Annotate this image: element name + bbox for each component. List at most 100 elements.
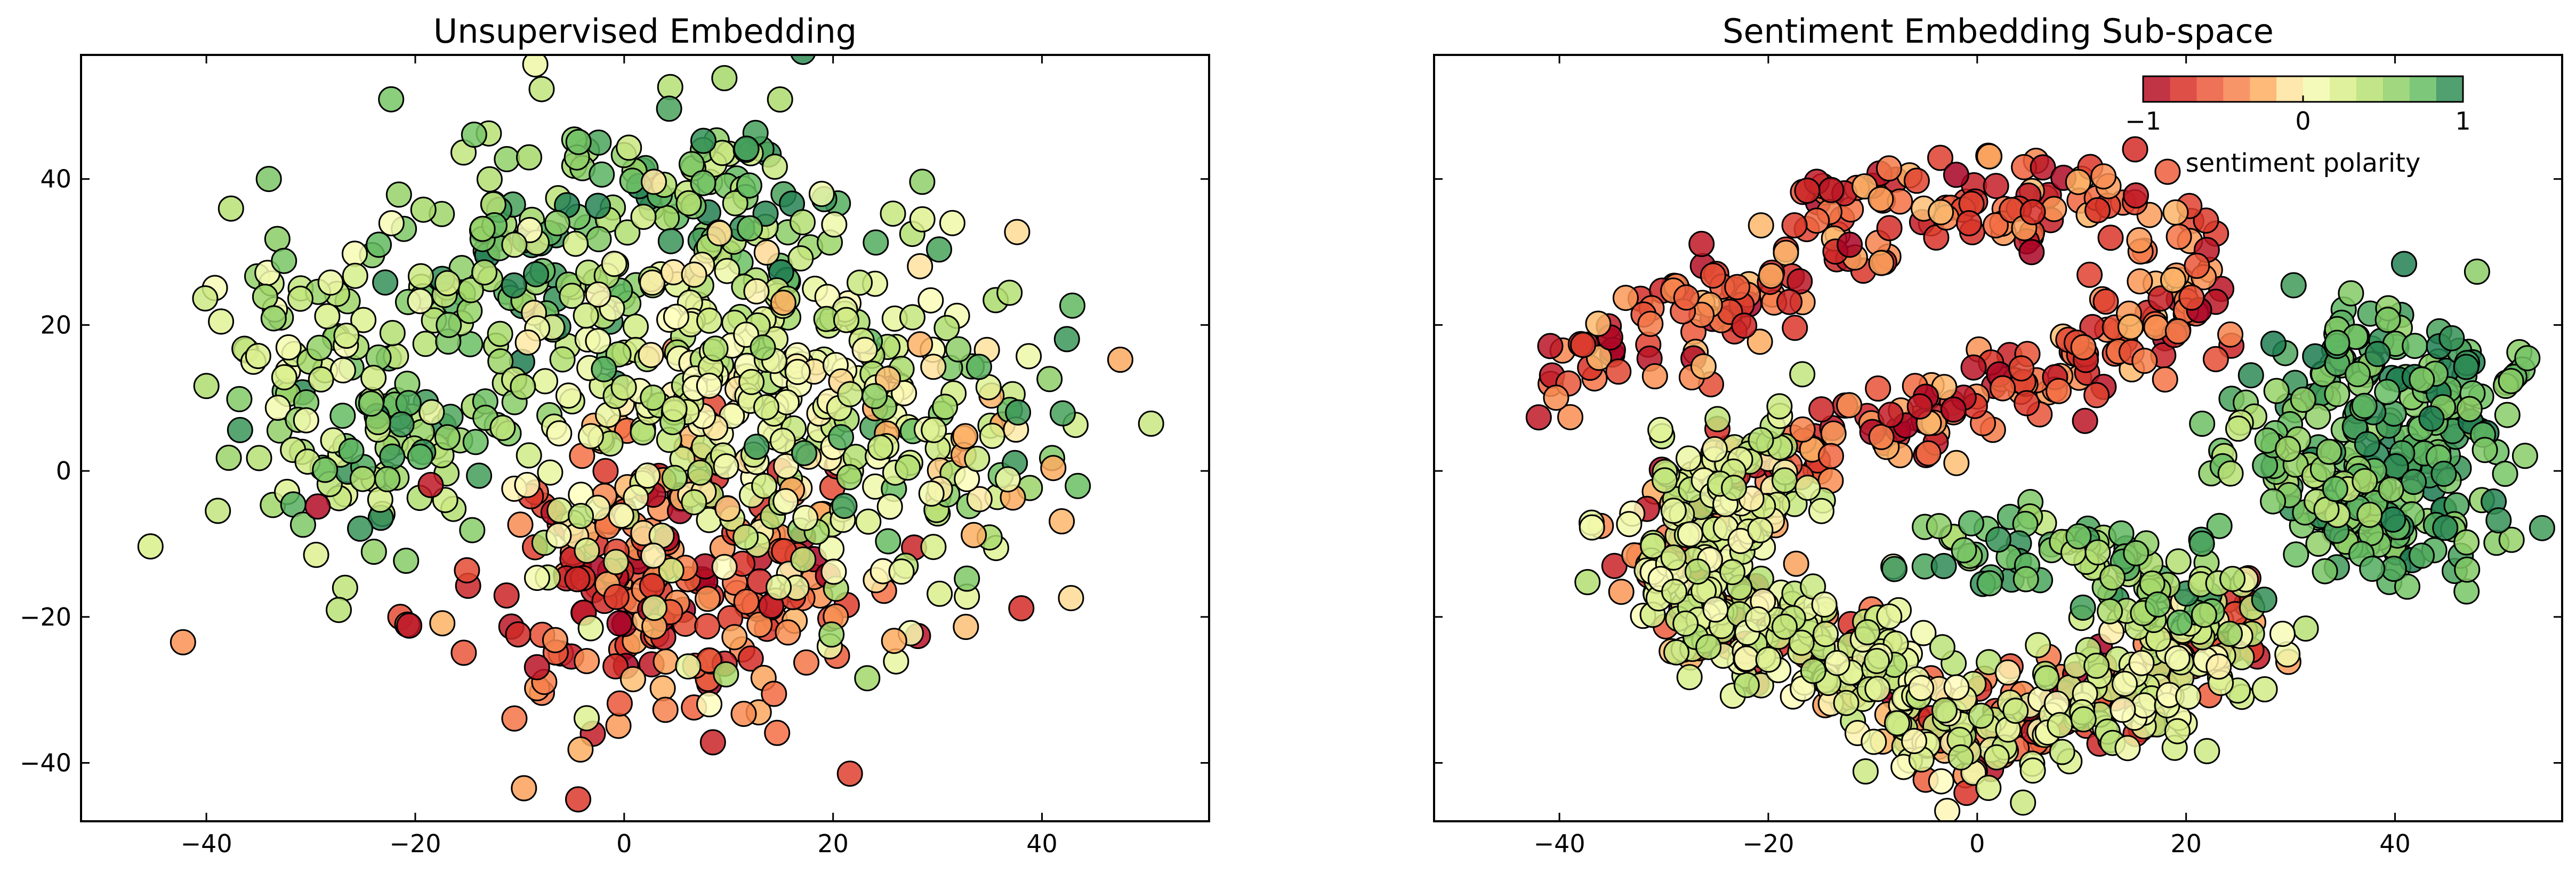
data-point — [657, 74, 683, 100]
data-point — [2188, 530, 2215, 557]
data-point — [2070, 334, 2097, 361]
colorbar-cell — [2303, 76, 2330, 102]
data-point — [264, 226, 291, 252]
data-point — [663, 303, 689, 330]
data-point — [585, 281, 611, 308]
data-point — [1983, 744, 2010, 771]
y-tick-label: −20 — [20, 603, 71, 631]
data-point — [2084, 539, 2111, 566]
data-point — [2498, 526, 2525, 553]
data-point — [317, 269, 344, 296]
data-point — [649, 675, 676, 702]
data-point — [1676, 445, 1702, 472]
data-point — [1940, 396, 1967, 423]
data-point — [1864, 647, 1890, 674]
data-point — [2409, 366, 2435, 393]
data-point — [641, 595, 667, 621]
data-point — [568, 503, 594, 529]
data-point — [2391, 251, 2417, 277]
data-point — [314, 303, 341, 330]
data-point — [687, 459, 713, 486]
data-point — [507, 511, 534, 538]
data-point — [1570, 332, 1596, 358]
data-point — [2280, 272, 2307, 299]
data-point — [501, 272, 527, 299]
data-point — [1865, 375, 1891, 402]
data-point — [2492, 460, 2518, 487]
colorbar-cell — [2250, 76, 2277, 102]
data-point — [2302, 343, 2329, 370]
data-point — [573, 302, 599, 329]
data-point — [1138, 410, 1164, 437]
data-point — [2123, 182, 2149, 209]
data-point — [656, 95, 682, 122]
chart-title-right: Sentiment Embedding Sub-space — [1722, 12, 2274, 51]
data-point — [537, 459, 564, 486]
data-point — [1951, 537, 1977, 564]
data-point — [555, 382, 582, 409]
data-point — [585, 328, 611, 354]
data-point — [2030, 154, 2056, 181]
colorbar-tick-label: 1 — [2455, 107, 2470, 135]
data-point — [1901, 728, 1927, 754]
data-point — [787, 245, 814, 271]
data-point — [2084, 197, 2111, 223]
data-point — [208, 308, 235, 335]
data-point — [2498, 368, 2524, 394]
data-point — [466, 462, 493, 489]
data-point — [429, 610, 456, 637]
data-point — [2402, 333, 2428, 359]
data-point — [1990, 375, 2016, 402]
data-point — [721, 624, 748, 651]
data-point — [640, 385, 666, 411]
data-point — [808, 181, 835, 207]
data-point — [1915, 440, 1942, 467]
data-point — [714, 495, 741, 522]
data-point — [1943, 162, 1969, 188]
y-tick-label: 0 — [56, 456, 71, 485]
data-point — [2529, 515, 2555, 541]
data-point — [1800, 658, 1826, 684]
data-point — [1660, 544, 1687, 571]
data-point — [410, 196, 437, 223]
data-point — [544, 210, 570, 236]
data-point — [360, 539, 387, 565]
data-point — [218, 195, 244, 222]
data-point — [899, 304, 925, 331]
data-point — [505, 621, 532, 648]
data-point — [761, 154, 788, 180]
data-point — [790, 546, 817, 573]
data-point — [1903, 167, 1930, 194]
data-point — [2356, 501, 2383, 528]
data-point — [469, 215, 496, 242]
data-point — [2352, 468, 2378, 494]
data-point — [1673, 284, 1700, 311]
data-point — [2217, 460, 2244, 487]
data-point — [333, 323, 360, 349]
data-point — [1982, 212, 2009, 238]
data-point — [1930, 552, 1957, 579]
data-point — [921, 417, 947, 443]
data-point — [764, 719, 791, 746]
data-point — [2322, 476, 2348, 502]
data-point — [585, 193, 611, 219]
data-point — [918, 480, 945, 507]
data-point — [2131, 692, 2158, 719]
data-point — [511, 775, 537, 802]
data-point — [462, 429, 489, 455]
data-point — [2359, 556, 2386, 582]
data-point — [450, 639, 477, 666]
data-point — [434, 270, 461, 297]
data-point — [1727, 527, 1754, 554]
data-point — [2083, 382, 2110, 409]
data-point — [713, 453, 739, 479]
data-point — [407, 288, 433, 315]
data-point — [1702, 596, 1729, 623]
data-point — [732, 524, 759, 550]
data-point — [1884, 710, 1910, 736]
data-point — [393, 548, 420, 574]
data-point — [1781, 212, 1808, 238]
data-point — [2378, 476, 2404, 503]
data-point — [2464, 258, 2490, 285]
